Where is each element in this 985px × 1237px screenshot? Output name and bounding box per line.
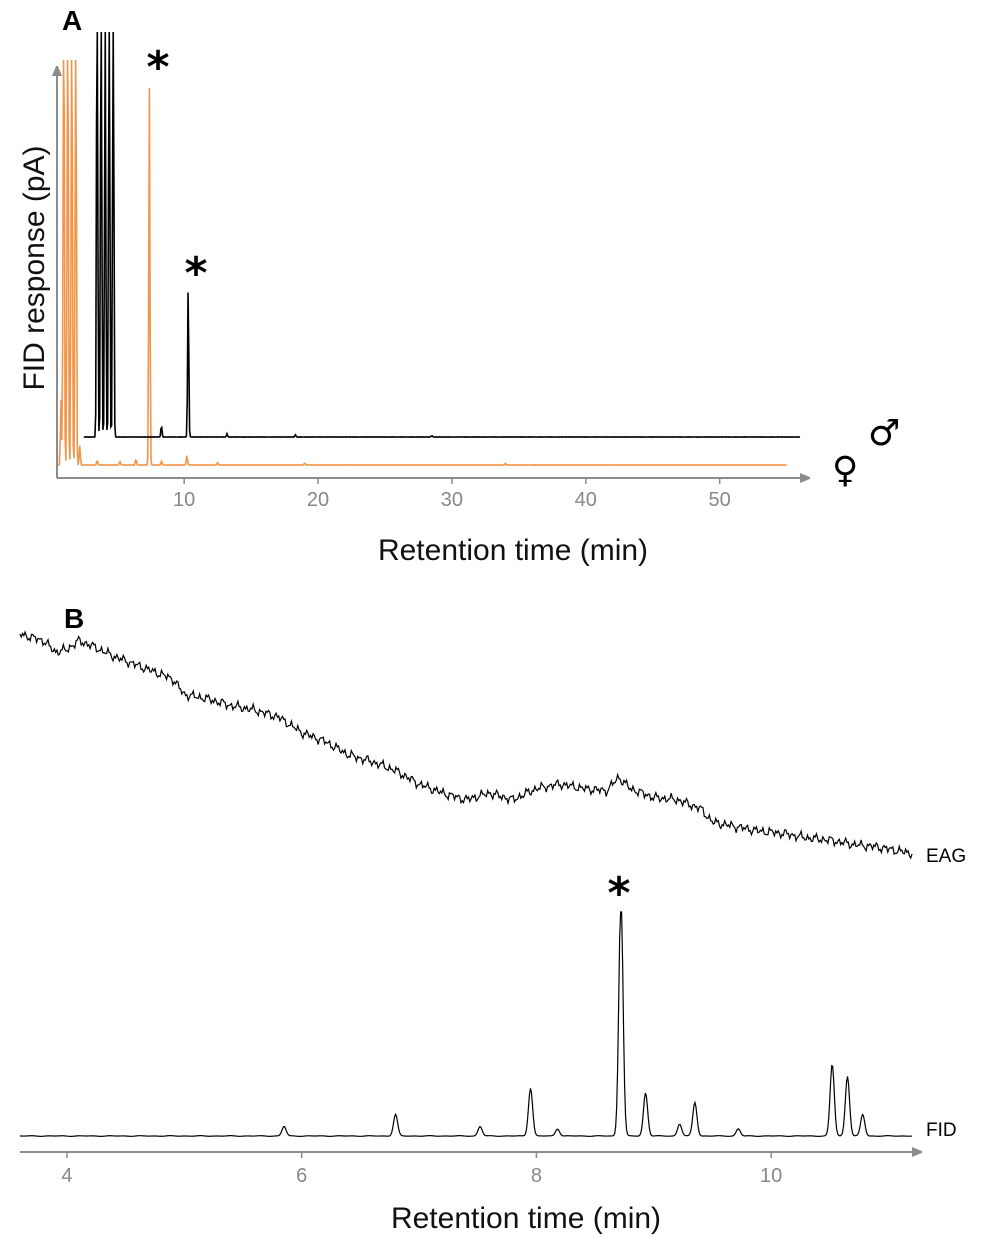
fid-label: FID: [926, 1120, 957, 1141]
panel-a-label: A: [62, 5, 82, 36]
panel-a-x-tick-label: 30: [441, 489, 463, 511]
panel-a-traces: [56, 31, 801, 467]
panel-b-x-tick-label: 8: [531, 1165, 542, 1187]
panel-a-x-axis-title: Retention time (min): [378, 534, 648, 567]
panel-b-x-tick-label: 10: [760, 1165, 782, 1187]
panel-a-star-male: *: [184, 248, 207, 299]
panel-a-y-axis-title: FID response (pA): [18, 145, 51, 390]
fid-trace: [19, 911, 913, 1137]
panel-a-x-ticks: 10 20 30 40 50: [173, 478, 731, 511]
panel-a-x-tick-label: 20: [307, 489, 329, 511]
panel-b-label: B: [64, 603, 84, 634]
panel-b: B 4 6 8 10 Retention time (min) * EAG FID: [19, 603, 966, 1235]
panel-b-x-axis-title: Retention time (min): [391, 1202, 661, 1235]
panel-b-x-ticks: 4 6 8 10: [61, 1152, 782, 1187]
panel-a-star-female: *: [146, 42, 169, 93]
eag-label: EAG: [926, 846, 966, 867]
panel-b-traces: [19, 630, 913, 1137]
female-trace: [56, 59, 787, 467]
eag-trace: [19, 630, 913, 860]
panel-a-x-tick-label: 10: [173, 489, 195, 511]
panel-b-star: *: [607, 868, 630, 919]
panel-a: A 10 20 30 40 50 FID response (pA) Retention…: [18, 5, 900, 567]
panel-a-x-tick-label: 40: [575, 489, 597, 511]
female-symbol: ♀: [832, 450, 858, 491]
panel-b-x-tick-label: 4: [61, 1165, 72, 1187]
panel-b-x-tick-label: 6: [296, 1165, 307, 1187]
male-trace: [83, 31, 801, 439]
panel-a-x-tick-label: 50: [709, 489, 731, 511]
male-symbol: ♂: [868, 413, 900, 454]
